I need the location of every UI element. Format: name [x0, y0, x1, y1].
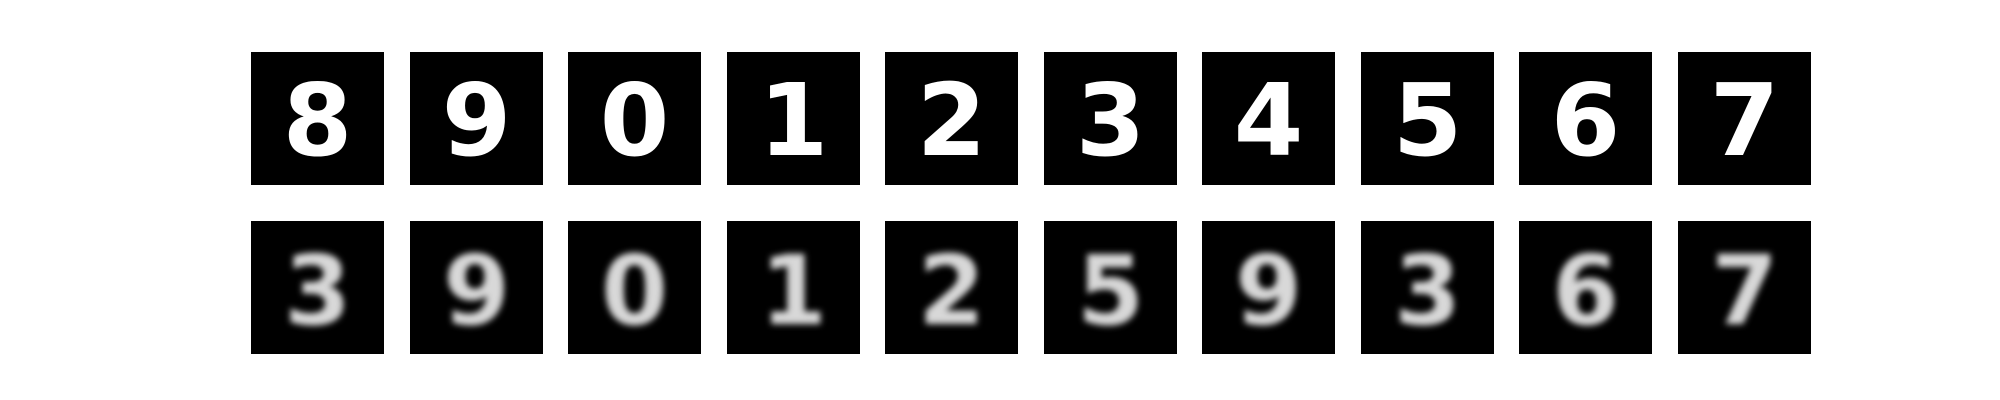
original-digit-tile: 8: [251, 52, 384, 185]
original-digit-tile: 5: [1361, 52, 1494, 185]
reconstruction-digit-image: 2: [918, 235, 985, 347]
original-digit-label: 1: [759, 62, 829, 179]
original-digit-label: 4: [1234, 62, 1304, 179]
reconstruction-digit-image: 1: [760, 235, 827, 347]
reconstruction-digit-tile: 0: [568, 221, 701, 354]
original-digit-label: 5: [1393, 62, 1463, 179]
reconstruction-digit-tile: 7: [1678, 221, 1811, 354]
original-digit-label: 2: [917, 62, 987, 179]
reconstruction-digit-image: 9: [1235, 235, 1302, 347]
reconstruction-digit-image: 3: [284, 235, 351, 347]
original-digit-label: 0: [600, 62, 670, 179]
original-digit-tile: 6: [1519, 52, 1652, 185]
original-digit-tile: 3: [1044, 52, 1177, 185]
original-digit-tile: 4: [1202, 52, 1335, 185]
reconstruction-digit-label: 7: [1711, 235, 1778, 347]
original-digit-tile: 0: [568, 52, 701, 185]
original-digit-label: 7: [1710, 62, 1780, 179]
reconstruction-digit-label: 9: [443, 235, 510, 347]
original-digit-image: 1: [759, 62, 829, 179]
reconstruction-digit-image: 6: [1552, 235, 1619, 347]
reconstruction-digit-tile: 3: [251, 221, 384, 354]
reconstruction-digit-label: 6: [1552, 235, 1619, 347]
reconstruction-digit-label: 3: [1394, 235, 1461, 347]
reconstruction-digit-tile: 9: [1202, 221, 1335, 354]
reconstruction-digit-image: 3: [1394, 235, 1461, 347]
original-digit-image: 2: [917, 62, 987, 179]
original-digit-image: 9: [442, 62, 512, 179]
reconstruction-digit-label: 9: [1235, 235, 1302, 347]
original-digit-tile: 1: [727, 52, 860, 185]
reconstruction-digit-tile: 3: [1361, 221, 1494, 354]
original-digit-tile: 2: [885, 52, 1018, 185]
original-digit-image: 5: [1393, 62, 1463, 179]
reconstruction-digit-label: 1: [760, 235, 827, 347]
reconstruction-digit-image: 7: [1711, 235, 1778, 347]
original-digit-label: 9: [442, 62, 512, 179]
reconstruction-digit-label: 5: [1077, 235, 1144, 347]
original-digit-image: 4: [1234, 62, 1304, 179]
original-digit-image: 6: [1551, 62, 1621, 179]
reconstruction-digit-image: 9: [443, 235, 510, 347]
reconstruction-digit-tile: 1: [727, 221, 860, 354]
reconstruction-digit-label: 3: [284, 235, 351, 347]
reconstruction-digit-tile: 9: [410, 221, 543, 354]
reconstruction-digit-tile: 6: [1519, 221, 1652, 354]
original-digit-tile: 9: [410, 52, 543, 185]
original-digit-image: 7: [1710, 62, 1780, 179]
original-digit-image: 0: [600, 62, 670, 179]
reconstruction-digit-tile: 2: [885, 221, 1018, 354]
original-digit-label: 8: [283, 62, 353, 179]
original-digit-label: 6: [1551, 62, 1621, 179]
original-digit-label: 3: [1076, 62, 1146, 179]
reconstruction-digit-label: 2: [918, 235, 985, 347]
original-digit-image: 3: [1076, 62, 1146, 179]
reconstruction-digit-tile: 5: [1044, 221, 1177, 354]
reconstruction-digit-image: 5: [1077, 235, 1144, 347]
reconstruction-digit-label: 0: [601, 235, 668, 347]
original-digit-tile: 7: [1678, 52, 1811, 185]
reconstruction-digit-image: 0: [601, 235, 668, 347]
original-digit-image: 8: [283, 62, 353, 179]
